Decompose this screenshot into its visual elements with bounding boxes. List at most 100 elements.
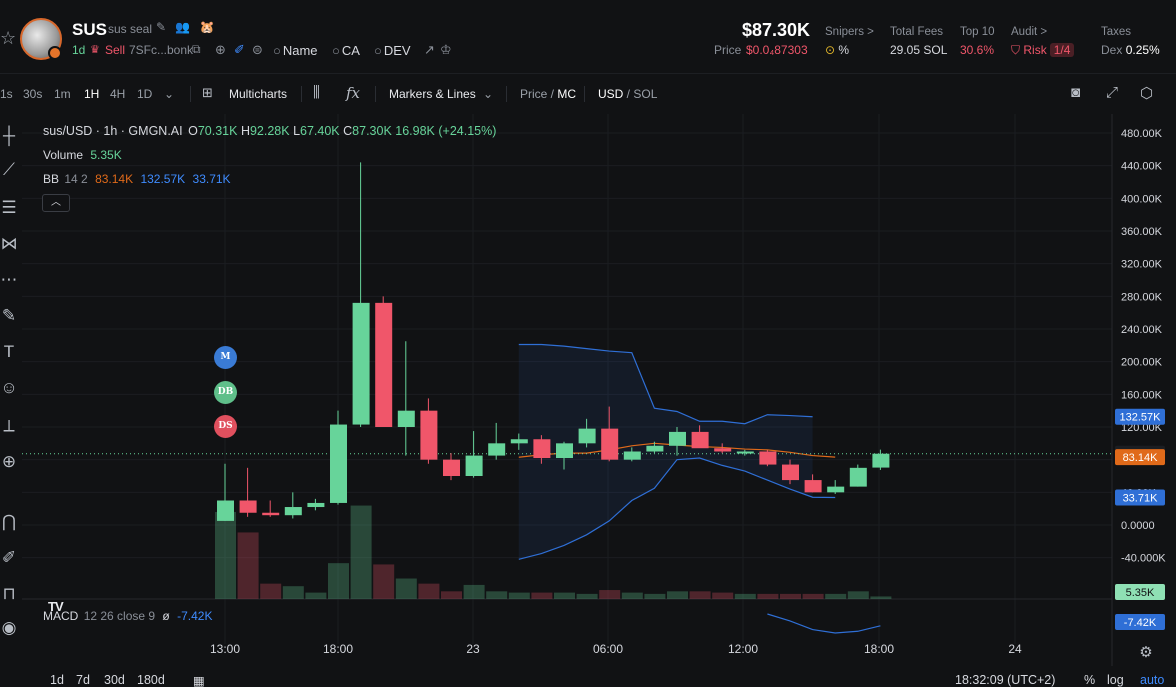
y-tick-label: 320.00K xyxy=(1121,259,1163,271)
share-icon[interactable]: ↗ xyxy=(424,42,435,57)
indicators-fx-icon[interactable]: fx xyxy=(346,84,361,102)
range-30d[interactable]: 30d xyxy=(104,673,125,687)
range-1d[interactable]: 1d xyxy=(50,673,64,687)
settings-icon[interactable]: ⬡ xyxy=(1140,85,1154,102)
fullscreen-icon[interactable]: ⤢ xyxy=(1106,84,1119,101)
interval-dropdown-chevron-icon[interactable]: ⌄ xyxy=(164,87,175,101)
top10-value: 30.6% xyxy=(960,43,995,57)
toolbar-divider xyxy=(301,86,302,102)
snipers-link[interactable]: Snipers > xyxy=(825,26,874,38)
markers-chevron-icon[interactable]: ⌄ xyxy=(483,87,494,101)
log-toggle[interactable]: log xyxy=(1107,673,1124,687)
interval-1m[interactable]: 1m xyxy=(54,87,71,101)
search-ca-link[interactable]: ○ CA xyxy=(332,43,360,58)
candle-body xyxy=(623,451,641,460)
volume-axis-tag xyxy=(1115,584,1165,600)
auto-toggle[interactable]: auto xyxy=(1140,673,1165,687)
marker-db[interactable]: DB xyxy=(214,381,237,404)
text-tool-icon[interactable]: T xyxy=(3,342,15,361)
bb-upper-value: 132.57K xyxy=(140,172,186,186)
interval-1d[interactable]: 1D xyxy=(137,87,153,101)
favorite-star-icon[interactable]: ☆ xyxy=(0,28,17,48)
eye-icon[interactable]: ◉ xyxy=(1,618,17,637)
candle-body xyxy=(827,486,845,493)
camera-icon[interactable]: ◙ xyxy=(1071,84,1081,101)
y-tick-label: 240.00K xyxy=(1121,324,1163,336)
candle-body xyxy=(601,428,619,460)
shield-icon: ⛉ xyxy=(1011,43,1021,57)
price-chart[interactable]: 480.00K 440.00K 400.00K 360.00K 320.00K 280.0… xyxy=(22,114,1176,666)
volume-bar xyxy=(486,591,508,599)
volume-value: 5.35K xyxy=(90,148,122,162)
audit-link[interactable]: Audit > xyxy=(1011,26,1048,38)
range-180d[interactable]: 180d xyxy=(137,673,165,687)
search-name-link[interactable]: ○ Name xyxy=(273,43,318,58)
ohlc-h-label: H xyxy=(240,124,250,138)
clock-timezone[interactable]: 18:32:09 (UTC+2) xyxy=(955,673,1056,687)
interval-4h[interactable]: 4H xyxy=(110,87,126,101)
candle-body xyxy=(804,480,822,493)
interval-1s[interactable]: 1s xyxy=(0,87,13,101)
plus-square-icon[interactable]: ⊞ xyxy=(202,85,213,100)
range-7d[interactable]: 7d xyxy=(76,673,90,687)
marker-ds[interactable]: DS xyxy=(214,415,237,438)
search-icon: ○ xyxy=(332,43,340,58)
bb-mid-value: 83.14K xyxy=(95,172,134,186)
search-icon: ○ xyxy=(273,43,281,58)
candle-body xyxy=(330,424,347,503)
candle-body xyxy=(714,448,732,452)
brush-icon[interactable]: ✎ xyxy=(1,306,17,325)
volume-bar xyxy=(825,593,847,599)
candle-body xyxy=(239,500,257,513)
telegram-icon[interactable]: ⊜ xyxy=(252,42,263,57)
crown-icon[interactable]: ♔ xyxy=(440,42,452,57)
collapse-legend-button[interactable]: ︿ xyxy=(42,194,70,212)
price-mc-toggle[interactable]: Price / MC xyxy=(520,87,577,101)
emoji-icon[interactable]: ☺ xyxy=(0,378,18,397)
zoom-in-icon[interactable]: ⊕ xyxy=(1,452,17,471)
volume-bar xyxy=(328,563,349,599)
sell-label: Sell xyxy=(105,43,126,57)
candle-body xyxy=(488,443,506,456)
search-dev-link[interactable]: ○ DEV xyxy=(374,43,411,58)
toolbar-divider xyxy=(584,86,585,102)
platform-badge-icon xyxy=(48,46,62,60)
marker-m[interactable]: M xyxy=(214,346,237,369)
crosshair-icon[interactable]: ┼ xyxy=(2,126,16,145)
ruler-icon[interactable]: ⟂ xyxy=(3,416,15,435)
volume-bar xyxy=(260,583,282,599)
audit-risk[interactable]: ⛉ Risk 1/4 xyxy=(1011,43,1075,58)
interval-30s[interactable]: 30s xyxy=(23,87,43,101)
chart-canvas[interactable]: 480.00K 440.00K 400.00K 360.00K 320.00K 280.0… xyxy=(22,114,1176,666)
multicharts-button[interactable]: Multicharts xyxy=(229,87,288,101)
lock-drawing-icon[interactable]: ✐ xyxy=(1,548,17,567)
candles-icon[interactable]: ⫼ xyxy=(313,84,320,101)
price-axis-tag-text: 33.71K xyxy=(1123,492,1159,504)
magnet-icon[interactable]: ⋂ xyxy=(2,512,16,531)
markers-lines-dropdown[interactable]: Markers & Lines xyxy=(389,87,476,101)
pattern-icon[interactable]: ⋈ xyxy=(0,234,18,253)
horizontal-lines-icon[interactable]: ☰ xyxy=(1,198,17,217)
forecast-icon[interactable]: ⋯ xyxy=(0,270,18,289)
copy-icon[interactable]: ⧉ xyxy=(192,42,201,56)
calendar-icon[interactable]: ▦ xyxy=(193,674,205,687)
percent-toggle[interactable]: % xyxy=(1084,673,1096,687)
ohlc-l-label: L xyxy=(293,124,301,138)
volume-label: Volume xyxy=(43,148,84,162)
token-avatar xyxy=(20,18,62,60)
lock-icon[interactable]: ⊓ xyxy=(2,584,16,603)
bb-params: 14 2 xyxy=(64,172,88,186)
website-icon[interactable]: ⊕ xyxy=(215,42,226,57)
axis-settings-icon[interactable]: ⚙ xyxy=(1139,643,1152,661)
bb-lower-value: 33.71K xyxy=(192,172,231,186)
macd-params: 12 26 close 9 xyxy=(83,609,156,623)
y-tick-label: 480.00K xyxy=(1121,128,1163,140)
trendline-icon[interactable]: ⟋ xyxy=(3,160,15,179)
ohlc-legend: sus/USD · 1h · GMGN.AI O70.31K H92.28K L… xyxy=(43,124,496,138)
usd-sol-toggle[interactable]: USD / SOL xyxy=(598,87,658,101)
interval-1h[interactable]: 1H xyxy=(84,87,100,101)
token-header: ☆ SUS sus seal ✎ 👥 🐹 1d ♛ Sell 7SFc...bo… xyxy=(0,0,1176,74)
price-value: $0.0₄87303 xyxy=(746,43,808,57)
twitter-icon[interactable]: ✐ xyxy=(234,42,245,57)
drawing-toolbar: ┼ ⟋ ☰ ⋈ ⋯ ✎ T ☺ ⟂ ⊕ ⋂ ✐ ⊓ ◉ xyxy=(0,112,20,687)
